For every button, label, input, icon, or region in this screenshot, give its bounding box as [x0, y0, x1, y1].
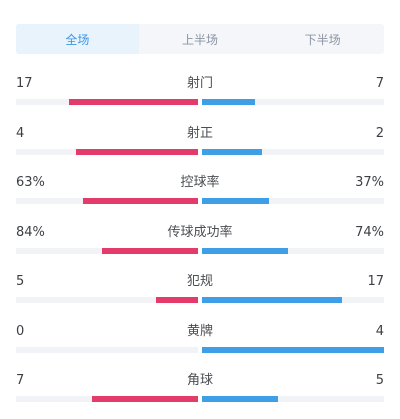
away-bar-track — [202, 297, 384, 303]
stat-label: 控球率 — [180, 175, 220, 190]
tab-full-match[interactable]: 全场 — [16, 24, 139, 54]
stat-label: 犯规 — [186, 274, 213, 289]
home-value: 7 — [16, 373, 25, 388]
away-bar-track — [202, 99, 384, 105]
stat-row-fouls: 5 犯规 17 — [16, 270, 384, 320]
home-bar-track — [16, 148, 198, 155]
home-bar-track — [16, 198, 198, 204]
home-bar-track — [16, 247, 198, 254]
away-bar — [202, 99, 255, 105]
away-value: 4 — [375, 323, 384, 339]
away-bar — [202, 346, 384, 353]
stat-row-shots: 17 射门 7 — [16, 72, 384, 122]
away-bar — [202, 198, 270, 204]
home-bar-track — [16, 396, 198, 402]
home-bar — [92, 396, 198, 402]
home-bar-track — [16, 346, 198, 353]
tab-second-half[interactable]: 下半场 — [304, 32, 341, 47]
away-bar — [202, 148, 263, 155]
stat-label: 射正 — [186, 125, 213, 141]
away-value: 17 — [367, 274, 384, 289]
home-value: 0 — [16, 323, 25, 339]
away-bar-track — [202, 148, 384, 155]
home-value: 17 — [16, 76, 33, 91]
tab-first-half[interactable]: 上半场 — [182, 32, 219, 47]
away-bar — [202, 297, 343, 303]
away-value: 74% — [355, 224, 384, 240]
stat-row-corners: 7 角球 5 — [16, 369, 384, 419]
home-value: 63% — [16, 175, 45, 190]
away-value: 37% — [355, 175, 384, 190]
home-bar — [156, 297, 198, 303]
home-value: 84% — [16, 224, 45, 240]
home-bar — [68, 99, 198, 105]
home-value: 4 — [16, 125, 25, 141]
away-bar-track — [202, 346, 384, 353]
away-bar — [202, 396, 279, 402]
home-bar-track — [16, 99, 198, 105]
away-bar-track — [202, 396, 384, 402]
stat-row-yellow-cards: 0 黄牌 4 — [16, 320, 384, 370]
away-bar-track — [202, 198, 384, 204]
home-bar — [76, 148, 198, 155]
stat-label: 传球成功率 — [167, 224, 233, 240]
away-value: 2 — [375, 125, 384, 141]
away-value: 7 — [375, 76, 384, 91]
stat-label: 射门 — [186, 76, 213, 91]
away-bar — [202, 247, 288, 254]
stat-label: 黄牌 — [186, 323, 213, 339]
away-value: 5 — [375, 373, 384, 388]
stat-row-possession: 63% 控球率 37% — [16, 171, 384, 221]
period-tabs: 全场 上半场 下半场 — [16, 24, 384, 54]
home-bar — [101, 247, 198, 254]
stat-row-shots-on-target: 4 射正 2 — [16, 122, 384, 172]
home-bar — [83, 198, 198, 204]
home-value: 5 — [16, 274, 25, 289]
stat-row-pass-accuracy: 84% 传球成功率 74% — [16, 221, 384, 271]
away-bar-track — [202, 247, 384, 254]
stats-list: 17 射门 7 4 射正 2 63% 控球率 37% 84% 传球成功率 74%… — [16, 72, 384, 419]
stat-label: 角球 — [186, 373, 213, 388]
home-bar-track — [16, 297, 198, 303]
